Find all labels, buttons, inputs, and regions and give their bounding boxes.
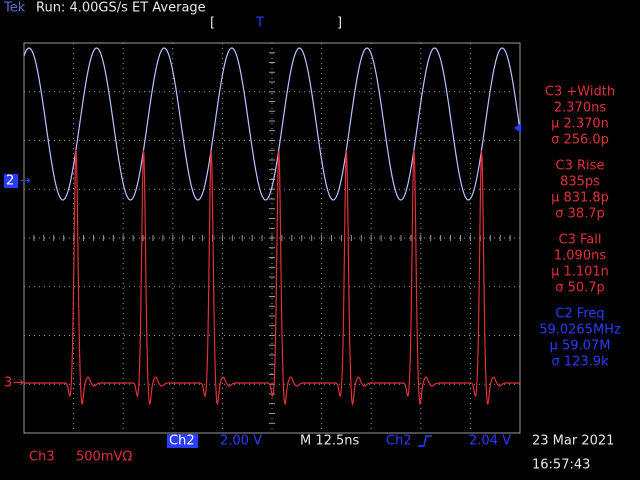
measurement-mean: µ 59.07M	[550, 339, 611, 354]
ch2-label-box	[167, 434, 198, 448]
measurement-sigma: σ 256.0p	[551, 133, 609, 148]
measurement-title: C3 Fall	[559, 233, 602, 248]
measurement-sigma: σ 38.7p	[555, 207, 605, 222]
measurement-value: 835ps	[560, 175, 600, 190]
measurement-title: C3 +Width	[545, 85, 615, 100]
measurement-mean: µ 2.370n	[551, 117, 609, 132]
ch2-label: Ch2	[169, 434, 195, 449]
trigger-marker: T	[255, 16, 264, 31]
bracket-right: ]	[337, 16, 342, 31]
ch2-trace	[23, 47, 521, 201]
measurement-value: 59.0265MHz	[539, 323, 621, 338]
measurement-title: C2 Freq	[555, 307, 604, 322]
ch3-trace	[24, 149, 520, 407]
bracket-left: [	[210, 16, 215, 31]
trigger-source: Ch2	[386, 434, 412, 449]
ch3-scale: 500mVΩ	[76, 450, 132, 465]
graticule	[23, 42, 520, 434]
status: Run: 4.00GS/s ET Average	[36, 1, 206, 16]
ch2-scale: 2.00 V	[220, 434, 262, 449]
time: 16:57:43	[532, 458, 590, 473]
ch2-marker: 2	[6, 174, 14, 189]
brand: Tek	[3, 1, 26, 16]
measurement-mean: µ 1.101n	[551, 265, 609, 280]
trigger-level-marker	[514, 123, 521, 133]
measurement-mean: µ 831.8p	[551, 191, 609, 206]
measurement-sigma: σ 123.9k	[551, 355, 609, 370]
measurement-title: C3 Rise	[556, 159, 605, 174]
measurement-sigma: σ 50.7p	[555, 281, 605, 296]
ch2-marker-box	[4, 174, 18, 188]
ch3-arrow: →	[13, 376, 24, 391]
timebase: M 12.5ns	[300, 434, 360, 449]
ch3-marker: 3	[4, 376, 12, 391]
measurement-value: 1.090ns	[554, 249, 606, 264]
measurement-value: 2.370ns	[554, 101, 606, 116]
trigger-level: 2.04 V	[469, 434, 511, 449]
graticule-border	[23, 42, 521, 434]
trigger-slope	[418, 435, 432, 447]
date: 23 Mar 2021	[532, 434, 614, 449]
ch2-arrow: →	[20, 174, 31, 189]
traces	[23, 47, 521, 407]
ch3-label: Ch3	[29, 450, 55, 465]
